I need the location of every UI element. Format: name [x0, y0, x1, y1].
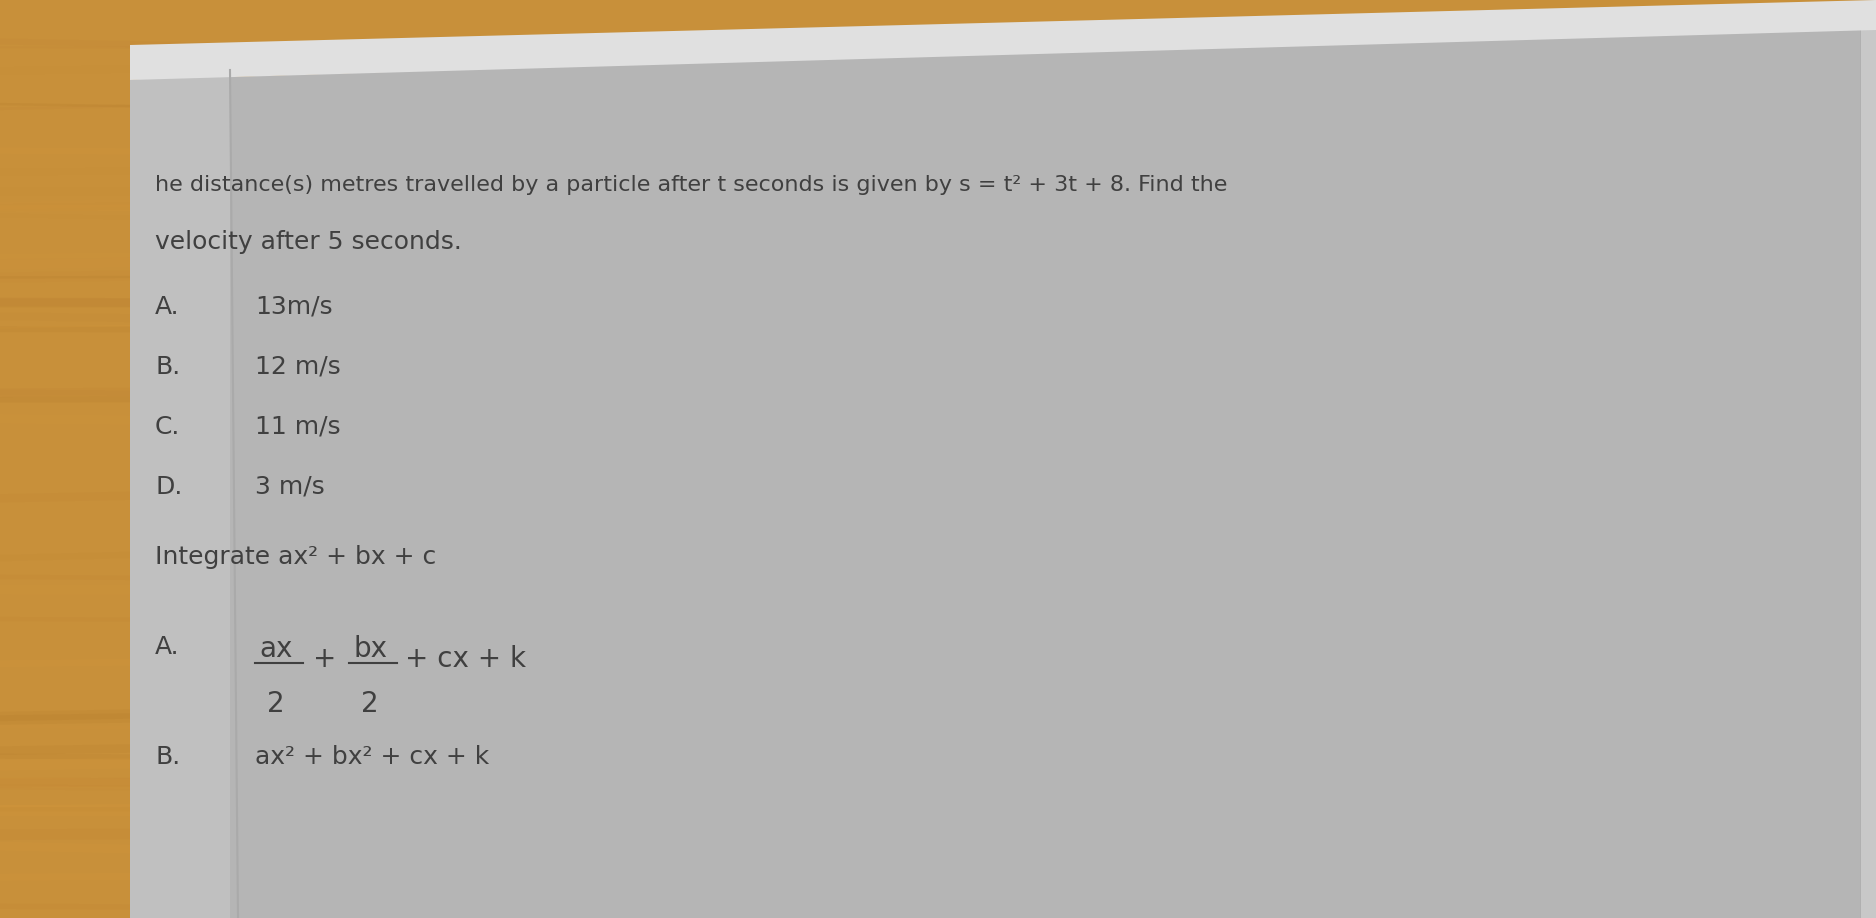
- Polygon shape: [1870, 25, 1876, 918]
- Text: A.: A.: [156, 635, 180, 659]
- Text: +: +: [313, 645, 336, 673]
- Text: + cx + k: + cx + k: [405, 645, 525, 673]
- Text: 12 m/s: 12 m/s: [255, 355, 341, 379]
- Text: C.: C.: [156, 415, 180, 439]
- Polygon shape: [129, 0, 1876, 80]
- Text: 2: 2: [360, 690, 379, 718]
- Text: velocity after 5 seconds.: velocity after 5 seconds.: [156, 230, 461, 254]
- Text: 13m/s: 13m/s: [255, 295, 332, 319]
- Text: B.: B.: [156, 355, 180, 379]
- Text: B.: B.: [156, 745, 180, 769]
- Text: ax: ax: [259, 635, 293, 663]
- Polygon shape: [1859, 19, 1876, 918]
- Text: bx: bx: [353, 635, 386, 663]
- Polygon shape: [1867, 22, 1876, 918]
- Text: he distance(s) metres travelled by a particle after t seconds is given by s = t²: he distance(s) metres travelled by a par…: [156, 175, 1227, 195]
- Text: D.: D.: [156, 475, 182, 499]
- Text: 3 m/s: 3 m/s: [255, 475, 325, 499]
- Text: 11 m/s: 11 m/s: [255, 415, 341, 439]
- Text: A.: A.: [156, 295, 180, 319]
- Polygon shape: [129, 25, 1876, 918]
- Polygon shape: [129, 70, 231, 918]
- Text: Integrate ax² + bx + c: Integrate ax² + bx + c: [156, 545, 437, 569]
- Text: 2: 2: [266, 690, 285, 718]
- Text: ax² + bx² + cx + k: ax² + bx² + cx + k: [255, 745, 490, 769]
